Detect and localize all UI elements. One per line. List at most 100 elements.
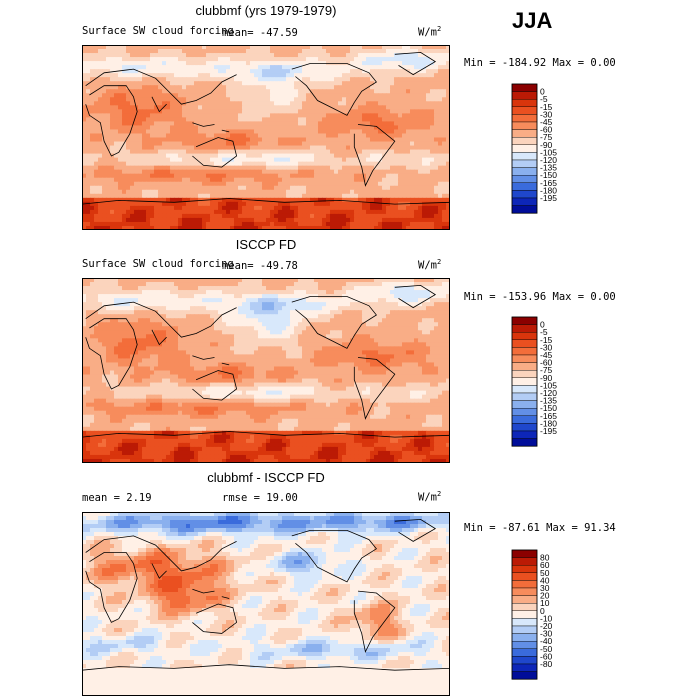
panel2-colorbar-swatch	[511, 392, 538, 401]
panel2-colorbar-swatch	[511, 316, 538, 325]
panel2-colorbar-swatch	[511, 377, 538, 386]
panel3-colorbar-tick-label: 60	[540, 560, 550, 570]
panel1-colorbar-swatch	[511, 205, 538, 214]
panel1-colorbar-swatch	[511, 114, 538, 123]
panel2-colorbar-tick-label: -120	[540, 388, 557, 398]
panel3-colorbar-tick-label: -50	[540, 644, 553, 654]
panel1-colorbar-swatch	[511, 182, 538, 191]
panel1-colorbar-swatch	[511, 99, 538, 108]
panel3-colorbar-tick-label: -80	[540, 659, 553, 669]
panel2-colorbar: 0-5-15-30-45-60-75-90-105-120-135-150-16…	[511, 316, 557, 447]
panel2-map	[82, 278, 450, 463]
panel3-map	[82, 512, 450, 696]
panel3-colorbar-swatch	[511, 648, 538, 657]
panel2-title: ISCCP FD	[235, 237, 297, 252]
panel3-colorbar-swatch	[511, 671, 538, 680]
panel3-colorbar-tick-label: -20	[540, 621, 553, 631]
panel1-variable: Surface SW cloud forcing	[82, 25, 234, 37]
panel1-colorbar-swatch	[511, 167, 538, 176]
panel1-title: clubbmf (yrs 1979-1979)	[195, 3, 337, 18]
panel3-colorbar-tick-label: -40	[540, 636, 553, 646]
panel2-units: W/m2	[418, 258, 442, 272]
panel1-colorbar-swatch	[511, 144, 538, 153]
panel2-colorbar-swatch	[511, 362, 538, 371]
panel3-min-max: Min = -87.61 Max = 91.34	[464, 522, 616, 534]
panel1-colorbar-tick-label: -180	[540, 185, 557, 195]
panel2-map-field	[82, 278, 450, 463]
panel1-colorbar-swatch	[511, 159, 538, 168]
panel2-colorbar-swatch	[511, 339, 538, 348]
panel3-colorbar-swatch	[511, 580, 538, 589]
panel3-mean: mean = 2.19	[82, 492, 152, 504]
panel2-colorbar-tick-label: 0	[540, 320, 545, 330]
panel1-colorbar-swatch	[511, 91, 538, 100]
panel3-colorbar-swatch	[511, 633, 538, 642]
panel1-colorbar-frame	[511, 83, 538, 214]
panel2-colorbar-tick-label: -45	[540, 350, 553, 360]
panel3-colorbar-swatch	[511, 595, 538, 604]
panel2-colorbar-swatch	[511, 438, 538, 447]
panel3-colorbar-swatch	[511, 618, 538, 627]
panel3-colorbar-tick-label: 20	[540, 591, 550, 601]
panel1-map-coastlines	[82, 51, 450, 205]
panel2-colorbar-tick-label: -60	[540, 358, 553, 368]
panel2-colorbar-swatch	[511, 423, 538, 432]
panel1-mean: mean= -47.59	[222, 27, 298, 39]
panel3-colorbar-tick-label: -10	[540, 613, 553, 623]
panel3-colorbar-tick-label: 40	[540, 575, 550, 585]
panel1-map	[82, 45, 450, 230]
panel1-colorbar-tick-label: -15	[540, 102, 553, 112]
panel2-colorbar-swatch	[511, 347, 538, 356]
panel3-colorbar-swatch	[511, 549, 538, 558]
panel3-colorbar-swatch	[511, 663, 538, 672]
panel3-colorbar-tick-label: 10	[540, 598, 550, 608]
panel1-colorbar-tick-label: -45	[540, 117, 553, 127]
panel2-colorbar-tick-label: -5	[540, 327, 548, 337]
panel1-map-field	[82, 45, 450, 230]
panel1-colorbar-tick-label: -75	[540, 132, 553, 142]
panel2-colorbar-tick-label: -90	[540, 373, 553, 383]
panel3-colorbar-tick-label: 0	[540, 606, 545, 616]
panel1-colorbar-swatch	[511, 106, 538, 115]
panel2-colorbar-swatch	[511, 430, 538, 439]
panel2-colorbar-tick-label: -165	[540, 411, 557, 421]
panel2-colorbar-swatch	[511, 354, 538, 363]
panel1-colorbar-swatch	[511, 174, 538, 183]
panel2-map-coastlines	[82, 284, 450, 438]
panel2-colorbar-swatch	[511, 400, 538, 409]
panel1-colorbar-tick-label: -105	[540, 147, 557, 157]
panel2-mean: mean= -49.78	[222, 260, 298, 272]
panel2-colorbar-swatch	[511, 370, 538, 379]
panel3-colorbar-swatch	[511, 572, 538, 581]
panel3-map-field	[82, 512, 450, 696]
panel1-colorbar-tick-label: -30	[540, 109, 553, 119]
panel3-colorbar-tick-label: 80	[540, 553, 550, 563]
panel2-colorbar-tick-label: -105	[540, 380, 557, 390]
panel1-colorbar-tick-label: -135	[540, 163, 557, 173]
panel2-colorbar-tick-label: -75	[540, 365, 553, 375]
panel2-colorbar-frame	[511, 316, 538, 447]
panel3-colorbar-swatch	[511, 603, 538, 612]
panel2-map-frame	[82, 278, 450, 463]
panel3-map-coastlines	[82, 518, 450, 671]
panel3-colorbar-frame	[511, 549, 538, 680]
panel2-colorbar-swatch	[511, 415, 538, 424]
panel1-colorbar-swatch	[511, 152, 538, 161]
panel3-colorbar-swatch	[511, 625, 538, 634]
panel3-colorbar-tick-label: -60	[540, 651, 553, 661]
panel2-colorbar-tick-label: -135	[540, 396, 557, 406]
panel3-colorbar-swatch	[511, 610, 538, 619]
panel2-colorbar-tick-label: -150	[540, 403, 557, 413]
panel1-map-frame	[82, 45, 450, 230]
panel3-colorbar-tick-label: 30	[540, 583, 550, 593]
panel3-colorbar-swatch	[511, 587, 538, 596]
season-label: JJA	[512, 8, 553, 33]
panel3-colorbar-swatch	[511, 565, 538, 574]
panel3-colorbar-swatch	[511, 557, 538, 566]
panel2-colorbar-tick-label: -30	[540, 342, 553, 352]
panel1-colorbar-swatch	[511, 83, 538, 92]
panel2-colorbar-swatch	[511, 385, 538, 394]
panel3-map-frame	[82, 512, 450, 696]
panel1-colorbar-tick-label: -90	[540, 140, 553, 150]
